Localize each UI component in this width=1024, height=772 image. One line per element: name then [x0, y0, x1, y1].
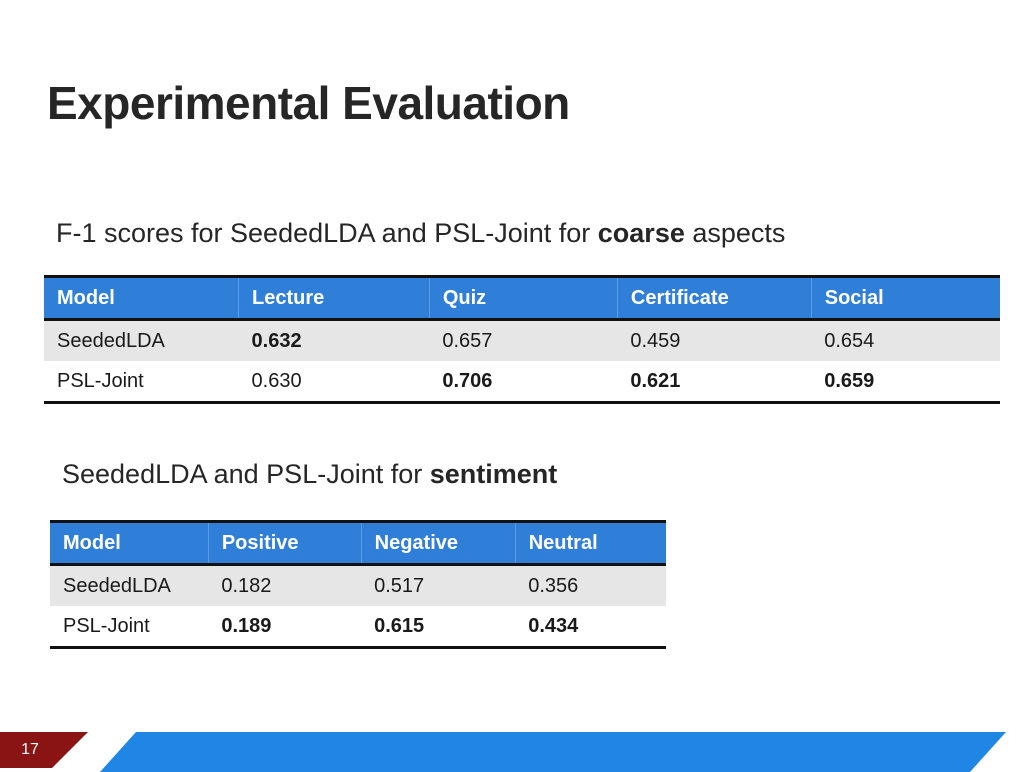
- coarse-table-caption: F-1 scores for SeededLDA and PSL-Joint f…: [56, 218, 785, 249]
- cell-quiz: 0.657: [429, 319, 618, 361]
- footer-bar: [100, 732, 1006, 772]
- cell-certificate: 0.621: [617, 361, 812, 404]
- header-social: Social: [810, 275, 1000, 321]
- cell-quiz: 0.706: [429, 361, 618, 404]
- caption-prefix: F-1 scores for SeededLDA and PSL-Joint f…: [56, 218, 598, 248]
- sentiment-table-caption: SeededLDA and PSL-Joint for sentiment: [62, 459, 557, 490]
- header-positive: Positive: [207, 520, 362, 566]
- header-lecture: Lecture: [238, 275, 430, 321]
- header-model: Model: [44, 275, 239, 321]
- cell-model: PSL-Joint: [44, 361, 239, 404]
- cell-positive: 0.182: [208, 564, 362, 606]
- cell-model: SeededLDA: [50, 564, 209, 606]
- cell-social: 0.659: [811, 361, 1000, 404]
- cell-certificate: 0.459: [617, 319, 812, 361]
- slide-title: Experimental Evaluation: [47, 77, 570, 129]
- coarse-aspects-table: Model Lecture Quiz Certificate Social Se…: [44, 275, 1000, 404]
- header-quiz: Quiz: [428, 275, 618, 321]
- table-row: SeededLDA 0.182 0.517 0.356: [50, 564, 666, 606]
- caption-bold: coarse: [597, 218, 685, 248]
- caption-bold: sentiment: [429, 459, 558, 489]
- caption-prefix: SeededLDA and PSL-Joint for: [62, 459, 430, 489]
- table-row: SeededLDA 0.632 0.657 0.459 0.654: [44, 319, 1000, 361]
- table-header-row: Model Positive Negative Neutral: [50, 520, 666, 566]
- cell-model: SeededLDA: [44, 319, 239, 361]
- cell-social: 0.654: [811, 319, 1000, 361]
- cell-negative: 0.517: [361, 564, 516, 606]
- cell-neutral: 0.356: [515, 564, 666, 606]
- cell-neutral: 0.434: [515, 606, 666, 649]
- page-number: 17: [21, 741, 39, 758]
- header-model: Model: [50, 520, 209, 566]
- cell-lecture: 0.630: [238, 361, 430, 404]
- cell-positive: 0.189: [208, 606, 362, 649]
- caption-suffix: aspects: [684, 218, 786, 248]
- header-certificate: Certificate: [616, 275, 812, 321]
- table-header-row: Model Lecture Quiz Certificate Social: [44, 275, 1000, 321]
- table-row: PSL-Joint 0.630 0.706 0.621 0.659: [44, 361, 1000, 404]
- cell-model: PSL-Joint: [50, 606, 209, 649]
- header-neutral: Neutral: [514, 520, 666, 566]
- sentiment-table: Model Positive Negative Neutral SeededLD…: [50, 520, 666, 649]
- header-negative: Negative: [360, 520, 516, 566]
- cell-lecture: 0.632: [238, 319, 430, 361]
- table-row: PSL-Joint 0.189 0.615 0.434: [50, 606, 666, 649]
- cell-negative: 0.615: [361, 606, 516, 649]
